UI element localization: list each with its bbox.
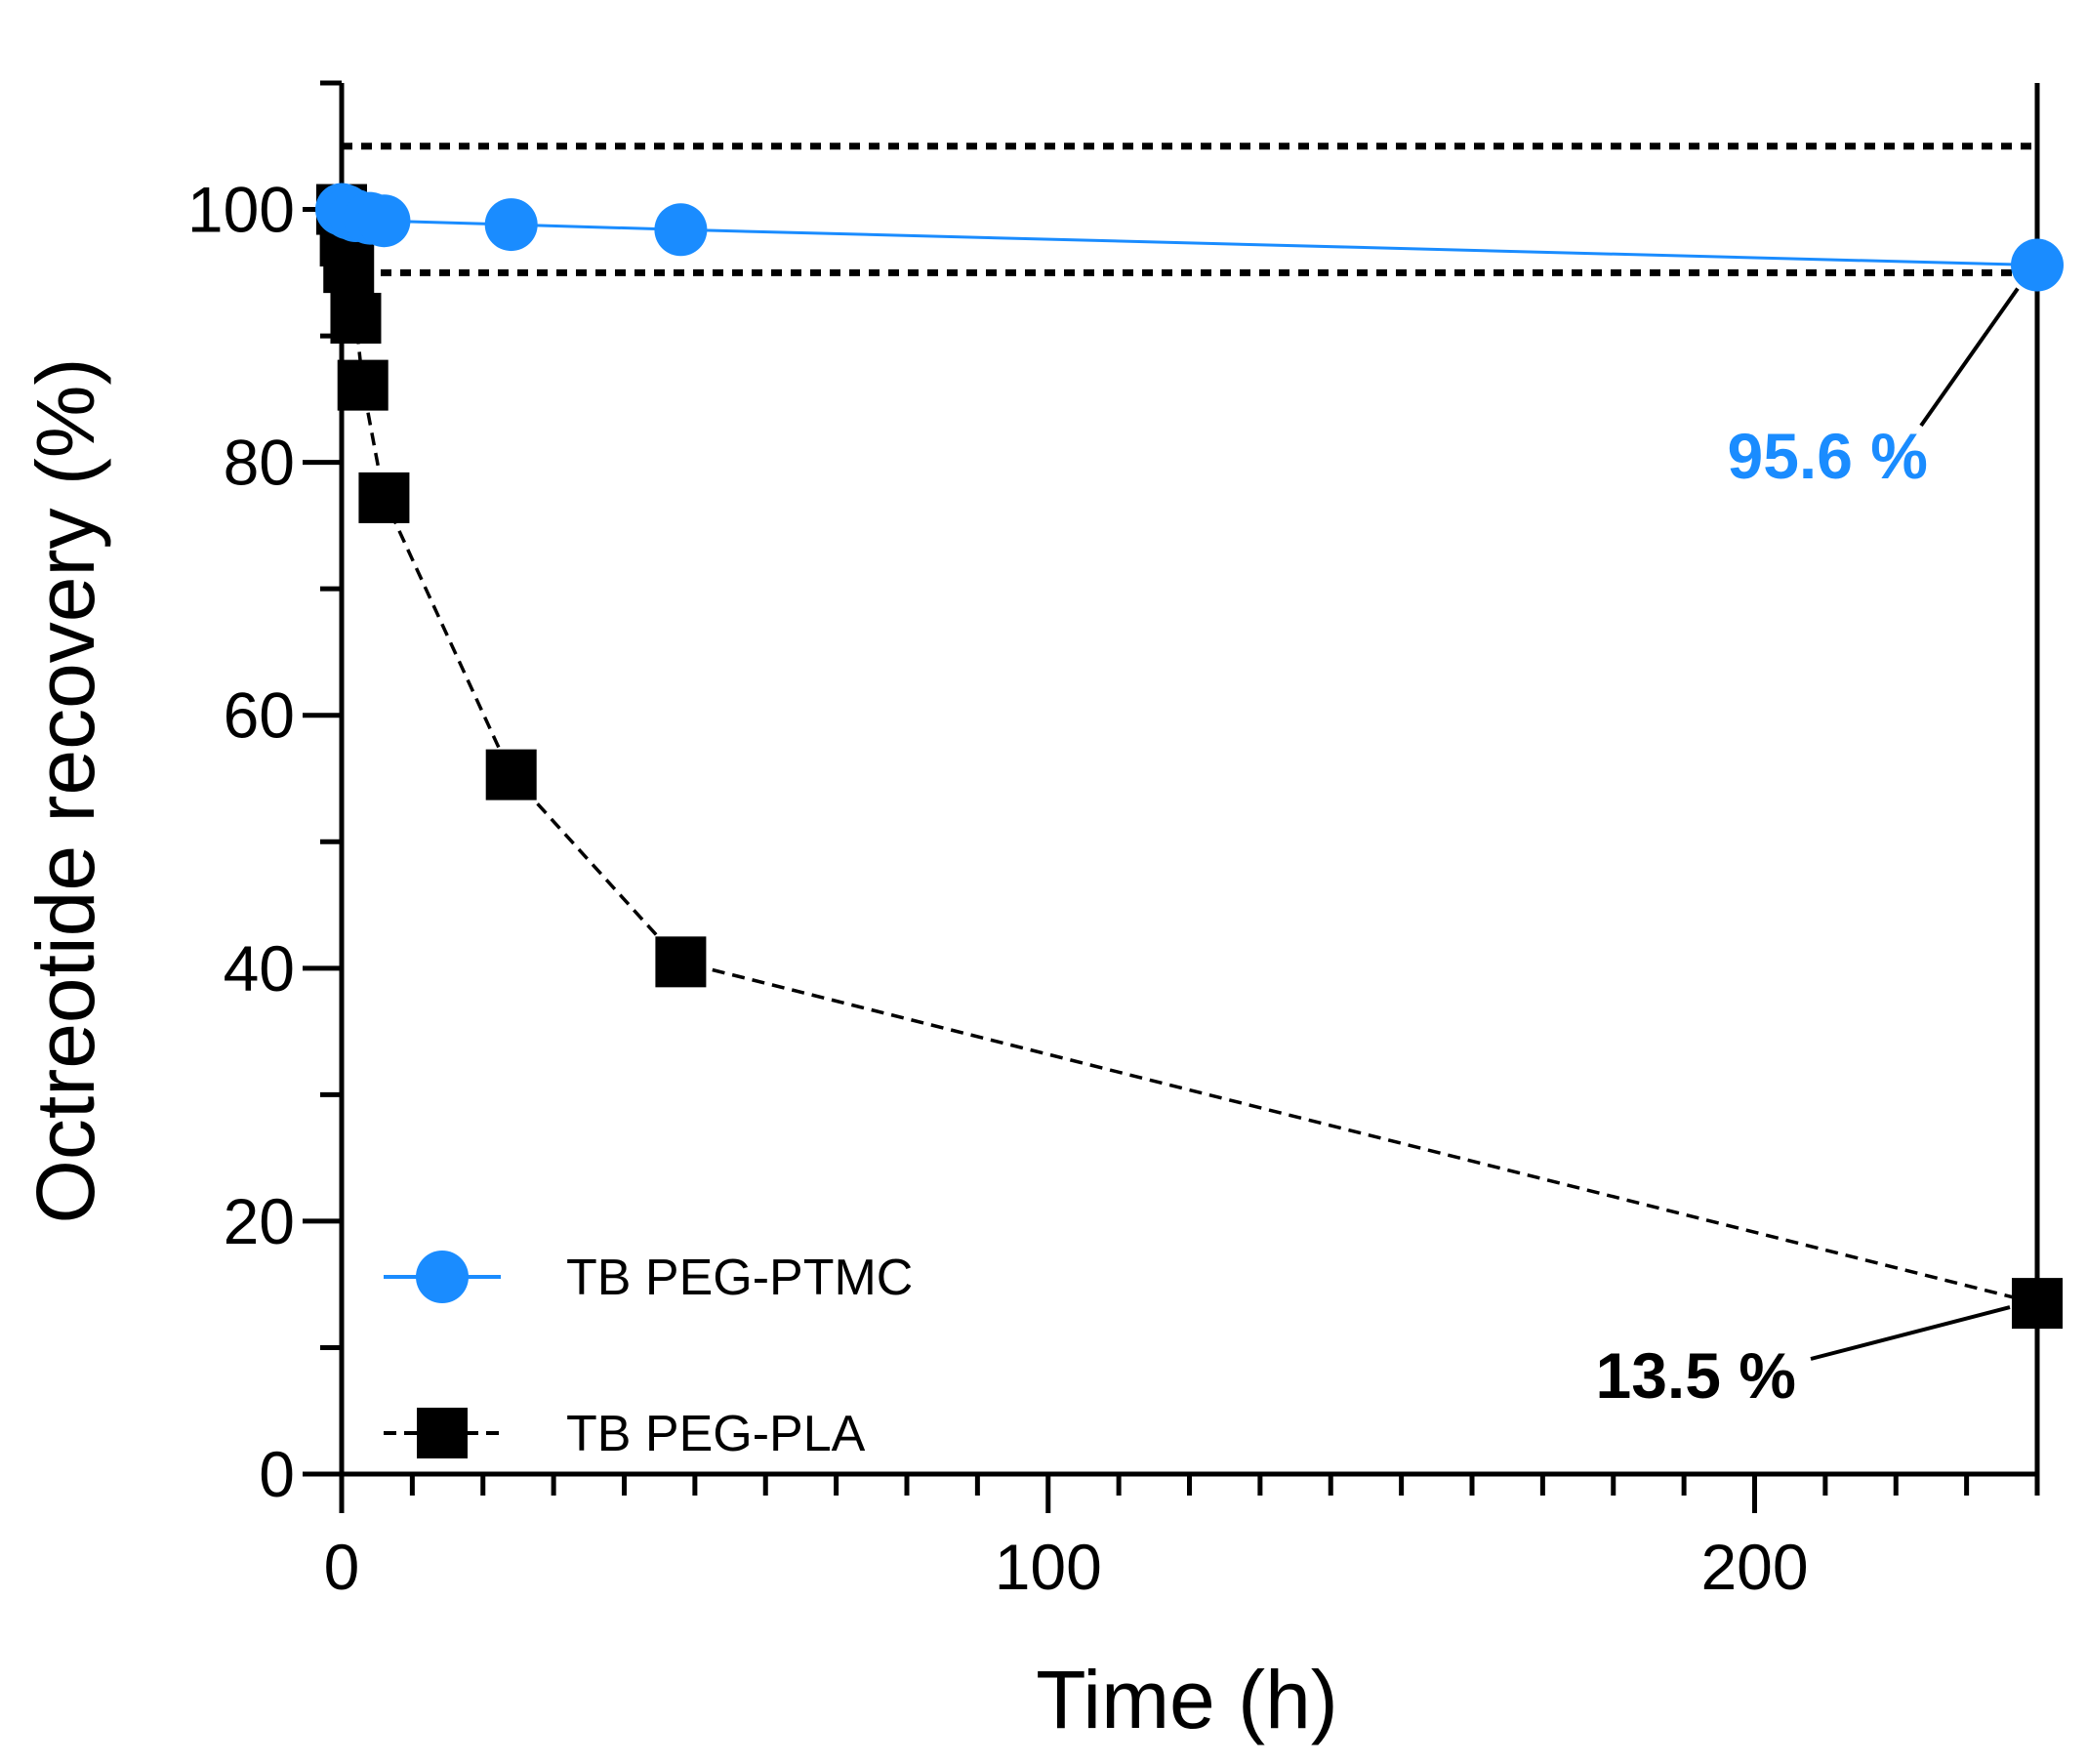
annotation-label: 13.5 % (1596, 1339, 1796, 1412)
x-tick-label: 200 (1700, 1531, 1808, 1603)
y-tick-label: 80 (224, 427, 295, 499)
x-tick-label: 0 (324, 1531, 360, 1603)
annotation-leader (1919, 287, 2020, 428)
legend-marker-circle (416, 1251, 469, 1303)
x-axis-title: Time (h) (1036, 1654, 1338, 1745)
data-point-peg-pla (2012, 1278, 2063, 1330)
data-markers (315, 183, 2064, 1330)
data-point-peg-ptmc (654, 203, 708, 257)
y-tick-label: 40 (224, 932, 295, 1005)
y-axis-title: Octreotide recovery (%) (20, 358, 111, 1224)
data-point-peg-ptmc (357, 194, 411, 248)
data-point-peg-pla (323, 242, 375, 294)
legend-marker-square (417, 1408, 468, 1458)
axes (303, 80, 2040, 1513)
data-point-peg-pla (655, 936, 707, 988)
annotation-label: 95.6 % (1728, 420, 1928, 492)
data-point-peg-pla (485, 749, 537, 800)
series-lines (340, 208, 2038, 1305)
data-point-peg-ptmc (484, 198, 538, 252)
series-line-peg-pla (340, 209, 2038, 1305)
y-tick-label: 60 (224, 679, 295, 752)
legend-label: TB PEG-PTMC (566, 1250, 913, 1306)
x-tick-label: 100 (995, 1531, 1102, 1603)
annotation-leaders (1810, 287, 2020, 1361)
data-point-peg-pla (337, 359, 389, 411)
legend-label: TB PEG-PLA (566, 1406, 866, 1462)
y-tick-label: 100 (187, 174, 295, 246)
y-tick-label: 20 (224, 1185, 295, 1257)
data-point-peg-ptmc (2011, 238, 2064, 292)
annotation-labels: 95.6 % 13.5 % (1596, 420, 1928, 1412)
y-tick-labels: 0 20 40 60 80 100 (187, 174, 295, 1510)
y-tick-label: 0 (259, 1438, 295, 1510)
data-point-peg-pla (358, 472, 410, 523)
x-tick-labels: 0 100 200 (324, 1531, 1809, 1603)
annotation-leader (1810, 1305, 2011, 1361)
data-point-peg-pla (330, 292, 382, 344)
legend: TB PEG-PTMC TB PEG-PLA (384, 1250, 913, 1462)
series-line-peg-ptmc (341, 208, 2038, 267)
reference-lines (342, 143, 2037, 276)
